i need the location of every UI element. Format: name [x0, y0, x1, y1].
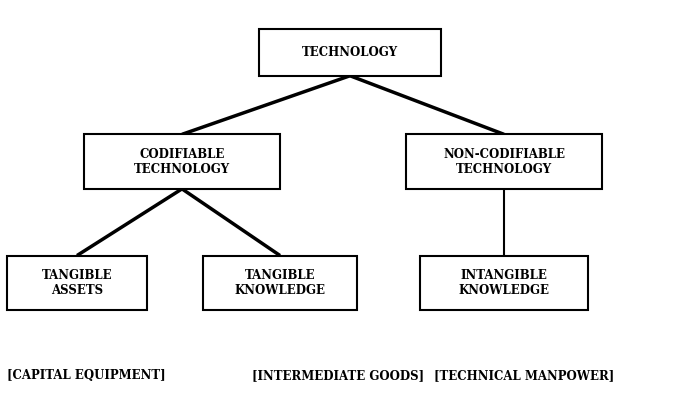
FancyBboxPatch shape: [84, 134, 280, 189]
Text: [TECHNICAL MANPOWER]: [TECHNICAL MANPOWER]: [434, 369, 615, 382]
Text: NON-CODIFIABLE
TECHNOLOGY: NON-CODIFIABLE TECHNOLOGY: [443, 147, 565, 176]
FancyBboxPatch shape: [420, 256, 588, 310]
FancyBboxPatch shape: [203, 256, 357, 310]
FancyBboxPatch shape: [259, 29, 441, 76]
Text: INTANGIBLE
KNOWLEDGE: INTANGIBLE KNOWLEDGE: [458, 269, 550, 297]
Text: TECHNOLOGY: TECHNOLOGY: [302, 46, 398, 59]
Text: CODIFIABLE
TECHNOLOGY: CODIFIABLE TECHNOLOGY: [134, 147, 230, 176]
Text: TANGIBLE
ASSETS: TANGIBLE ASSETS: [42, 269, 112, 297]
FancyBboxPatch shape: [7, 256, 147, 310]
Text: [INTERMEDIATE GOODS]: [INTERMEDIATE GOODS]: [252, 369, 424, 382]
Text: TANGIBLE
KNOWLEDGE: TANGIBLE KNOWLEDGE: [234, 269, 326, 297]
FancyBboxPatch shape: [406, 134, 602, 189]
Text: [CAPITAL EQUIPMENT]: [CAPITAL EQUIPMENT]: [7, 369, 166, 382]
